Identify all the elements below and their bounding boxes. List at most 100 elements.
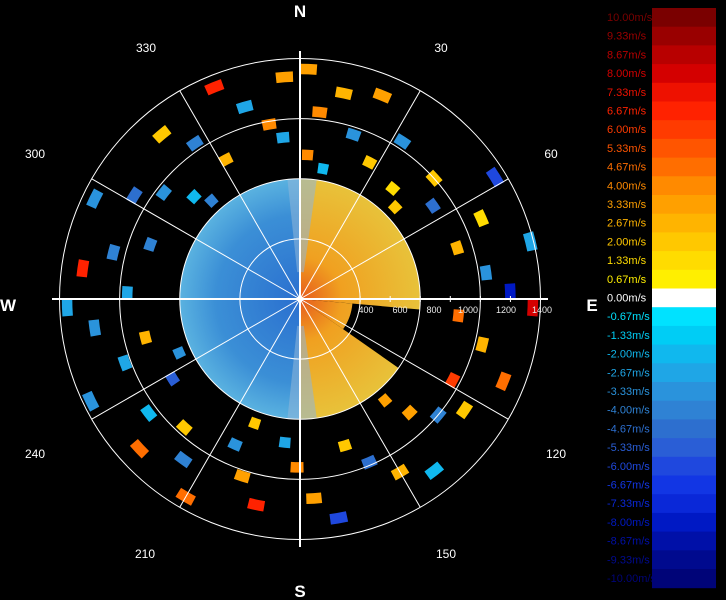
echo-layer bbox=[61, 63, 539, 525]
velocity-colorbar: 10.00m/s 9.33m/s 8.67m/s 8.00m/s 7.33m/s 6.67… bbox=[607, 8, 716, 589]
azimuth-spoke bbox=[179, 298, 301, 508]
colorbar-swatch bbox=[652, 101, 716, 121]
colorbar-label: 4.67m/s bbox=[607, 162, 647, 174]
colorbar-label: -5.33m/s bbox=[607, 442, 650, 454]
echo-cell bbox=[504, 283, 516, 300]
colorbar-swatch bbox=[652, 307, 716, 327]
echo-cell bbox=[172, 346, 187, 360]
colorbar-swatch bbox=[652, 176, 716, 196]
echo-cell bbox=[276, 131, 290, 144]
azimuth-tick-150: 150 bbox=[436, 547, 456, 561]
colorbar-label: -6.00m/s bbox=[607, 461, 650, 473]
boundary-mix bbox=[287, 325, 317, 420]
echo-cell bbox=[424, 461, 445, 481]
echo-cell bbox=[345, 127, 362, 142]
echo-cell bbox=[455, 400, 474, 420]
echo-cell bbox=[452, 309, 465, 323]
colorbar-label: 8.00m/s bbox=[607, 68, 647, 80]
colorbar-swatch bbox=[652, 325, 716, 346]
colorbar-label: 9.33m/s bbox=[607, 31, 647, 43]
colorbar-label: 4.00m/s bbox=[607, 180, 647, 192]
azimuth-tick-240: 240 bbox=[25, 447, 45, 461]
cardinal-label-n: N bbox=[294, 2, 306, 21]
colorbar-label: -4.00m/s bbox=[607, 405, 650, 417]
azimuth-tick-30: 30 bbox=[434, 41, 448, 55]
echo-cell bbox=[385, 180, 401, 197]
echo-cell bbox=[278, 436, 291, 449]
azimuth-tick-210: 210 bbox=[135, 547, 155, 561]
azimuth-tick-120: 120 bbox=[546, 447, 566, 461]
colorbar-swatch bbox=[652, 438, 716, 458]
colorbar-swatch bbox=[652, 120, 716, 140]
colorbar-label: 10.00m/s bbox=[607, 12, 653, 24]
azimuth-spoke bbox=[299, 298, 421, 508]
range-tick-label: 1000 bbox=[458, 305, 478, 315]
colorbar-swatch bbox=[652, 157, 716, 177]
colorbar-swatch bbox=[652, 344, 716, 364]
range-tick-label: 400 bbox=[358, 305, 373, 315]
colorbar-label: -8.67m/s bbox=[607, 536, 650, 548]
colorbar-label: -9.33m/s bbox=[607, 554, 650, 566]
colorbar-swatch bbox=[652, 232, 716, 252]
colorbar-label: -2.67m/s bbox=[607, 367, 650, 379]
receding-echo-region bbox=[300, 299, 399, 420]
cardinal-label-w: W bbox=[0, 296, 17, 315]
echo-cell bbox=[174, 450, 193, 469]
echo-cell bbox=[235, 99, 254, 115]
echo-cell bbox=[337, 438, 353, 453]
echo-cell bbox=[261, 118, 277, 131]
colorbar-swatch bbox=[652, 8, 716, 28]
boundary-mix bbox=[287, 178, 317, 273]
colorbar-label: -1.33m/s bbox=[607, 330, 650, 342]
colorbar-swatch bbox=[652, 195, 716, 215]
colorbar-swatch bbox=[652, 494, 716, 514]
colorbar-label: 8.67m/s bbox=[607, 49, 647, 61]
echo-cell bbox=[475, 336, 490, 353]
echo-cell bbox=[393, 133, 412, 150]
echo-cell bbox=[121, 285, 133, 300]
range-grid bbox=[52, 51, 548, 547]
azimuth-spoke bbox=[299, 178, 509, 300]
echo-cell bbox=[299, 63, 318, 75]
echo-cell bbox=[387, 199, 403, 215]
echo-cell bbox=[450, 240, 465, 256]
azimuth-tick-300: 300 bbox=[25, 147, 45, 161]
echo-cell bbox=[495, 371, 512, 392]
echo-cell bbox=[425, 197, 441, 214]
colorbar-label: 5.33m/s bbox=[607, 143, 647, 155]
echo-cell bbox=[473, 209, 490, 228]
colorbar-label: -4.67m/s bbox=[607, 423, 650, 435]
echo-cell bbox=[129, 438, 150, 459]
echo-cell bbox=[522, 231, 538, 252]
azimuth-tick-60: 60 bbox=[544, 147, 558, 161]
colorbar-label: 6.00m/s bbox=[607, 124, 647, 136]
range-tick-label: 1200 bbox=[496, 305, 516, 315]
echo-cell bbox=[479, 264, 493, 281]
colorbar-label: 3.33m/s bbox=[607, 199, 647, 211]
echo-cell bbox=[61, 298, 73, 317]
echo-cell bbox=[138, 330, 153, 345]
echo-cell bbox=[247, 497, 266, 512]
cardinal-label-e: E bbox=[586, 296, 597, 315]
colorbar-label: 0.00m/s bbox=[607, 293, 647, 305]
azimuth-labels: N E S W 30 60 120 150 210 240 300 330 bbox=[0, 2, 598, 600]
colorbar-swatch bbox=[652, 82, 716, 102]
colorbar-swatch bbox=[652, 382, 716, 402]
colorbar-label: 2.00m/s bbox=[607, 236, 647, 248]
echo-cell bbox=[186, 188, 202, 205]
echo-cell bbox=[152, 125, 172, 144]
colorbar-label: 0.67m/s bbox=[607, 274, 647, 286]
colorbar-swatch bbox=[652, 512, 716, 533]
colorbar-swatch bbox=[652, 456, 716, 476]
colorbar-label: 2.67m/s bbox=[607, 218, 647, 230]
range-tick-label: 800 bbox=[426, 305, 441, 315]
range-tick-labels: 400 600 800 1000 1200 1400 bbox=[358, 305, 552, 315]
echo-cell bbox=[204, 193, 219, 208]
colorbar-label: -7.33m/s bbox=[607, 498, 650, 510]
echo-cell bbox=[175, 419, 193, 436]
colorbar-label: 1.33m/s bbox=[607, 255, 647, 267]
radar-center bbox=[297, 296, 303, 302]
colorbar-swatch bbox=[652, 550, 716, 570]
echo-cell bbox=[306, 492, 323, 505]
colorbar-swatch bbox=[652, 400, 716, 420]
